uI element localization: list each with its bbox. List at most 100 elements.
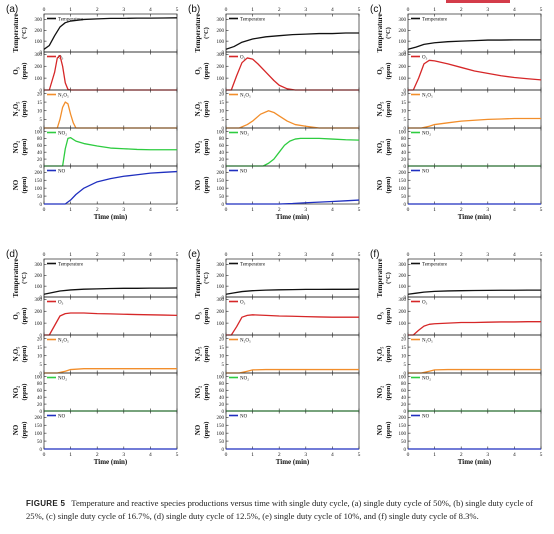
panel-c-no-y-tick-label: 0 [404,203,407,208]
panel-d-no2-y-tick-label: 40 [37,396,43,401]
panel-f-temp-y-tick-label: 300 [399,263,407,268]
panel-c-no-yunit: (ppm) [385,177,392,194]
panel-a-no-y-tick-label: 150 [35,179,43,184]
panel-a-label: (a) [6,4,18,15]
panel-f-n2o5-y-tick-label: 0 [404,372,407,377]
panel-a-top-tick-label: 1 [69,7,72,13]
panel-d-o3-y-tick-label: 0 [40,334,43,339]
panel-e-top-tick-label: 3 [304,252,307,258]
panel-c-top-tick-label: 2 [460,7,463,13]
panel-b-bottom-tick-label: 4 [331,207,334,213]
panel-e-no2-ylabel: NO₂ [194,386,202,399]
panel-f-no-yunit: (ppm) [385,422,392,439]
panel-f-o3-series-line [408,321,541,336]
panel-d-o3-frame [43,296,178,336]
panel-e-top-tick-label: 4 [331,252,334,258]
panel-b-top-tick-label: 3 [304,7,307,13]
panel-f-o3-y-tick-label: 0 [404,334,407,339]
panel-b-o3-yunit: (ppm) [203,63,210,80]
panel-d-n2o5-y-tick-label: 0 [40,372,43,377]
panel-c-o3-y-tick-label: 200 [399,65,407,70]
panel-f-bottom-tick-label: 4 [513,452,516,458]
panel-d-bottom-tick-label: 5 [176,452,179,458]
panel-b-n2o5-series-line [226,110,359,129]
panel-f-temp-legend-label: Temperature [422,262,448,267]
panel-e-top-tick-label: 5 [358,252,361,258]
panel-e-temp-series-line [225,288,360,295]
panel-f-no-legend-label: NO [422,414,430,419]
panel-e-o3-legend-label: O₃ [240,300,246,305]
panel-e-no-ylabel: NO [194,424,202,435]
panel-d-xlabel: Time (min) [94,458,128,466]
panel-d-n2o5-y-tick-label: 5 [40,363,43,368]
panel-b-no-y-tick-label: 0 [222,203,225,208]
panel-e-no-y-tick-label: 0 [222,448,225,453]
panel-c-no2-y-tick-label: 80 [401,137,407,142]
panel-a-o3-yunit: (ppm) [21,63,28,80]
panel-b-temp-y-tick-label: 200 [217,29,225,34]
panel-a-temp-legend-label: Temperature [58,17,84,22]
panel-d-top-tick-label: 0 [43,252,46,258]
panel-a-o3-y-tick-label: 0 [40,89,43,94]
panel-a-n2o5-series-line [44,101,177,129]
panel-a-no2-y-tick-label: 40 [37,151,43,156]
panel-e-temp-y-tick-label: 200 [217,274,225,279]
panel-e-no2-y-tick-label: 80 [219,382,225,387]
panel-e-no2-y-tick-label: 40 [219,396,225,401]
panel-c-bottom-tick-label: 1 [433,207,436,213]
panel-d-no2-ylabel: NO₂ [12,386,20,399]
panel-d-bottom-tick-label: 2 [96,452,99,458]
panel-f-no2-y-tick-label: 60 [401,389,407,394]
panel-d-no-y-tick-label: 100 [35,432,43,437]
panel-d-o3-y-tick-label: 300 [35,298,43,303]
header-accent-bar [446,0,510,3]
panel-c-no-y-tick-label: 150 [399,179,407,184]
panel-e-top-tick-label: 0 [225,252,228,258]
panel-e-n2o5-ylabel: N₂O₅ [194,347,202,362]
panel-b-no-y-tick-label: 50 [219,195,225,200]
panel-a-o3-ylabel: O₃ [12,67,20,75]
panel-b-temp-ylabel: Temperature [194,14,202,53]
panel-c-n2o5-legend-label: N₂O₅ [422,93,433,98]
panel-b-no2-y-tick-label: 60 [219,144,225,149]
panel-f-no-y-tick-label: 200 [399,416,407,421]
panel-c-top-tick-label: 4 [513,7,516,13]
panel-a-no-legend-label: NO [58,169,66,174]
panel-d-label: (d) [6,249,18,260]
panel-e-bottom-tick-label: 2 [278,452,281,458]
panel-f-bottom-tick-label: 3 [486,452,489,458]
panel-f-o3-legend-label: O₃ [422,300,428,305]
panel-c-bottom-tick-label: 4 [513,207,516,213]
panel-e-o3-y-tick-label: 0 [222,334,225,339]
panel-d-o3-yunit: (ppm) [21,308,28,325]
panel-d-n2o5-legend-label: N₂O₅ [58,338,69,343]
panel-c-temp-ylabel: Temperature [376,14,384,53]
panel-f-n2o5-series-line [408,368,541,374]
panel-b-n2o5-yunit: (ppm) [203,101,210,118]
panel-a-no-series-line [44,170,178,205]
panel-b-o3-y-tick-label: 0 [222,89,225,94]
panel-a-temp-y-tick-label: 100 [35,40,43,45]
panel-c-temp-yunit: (°C) [385,27,392,39]
panel-b-o3-ylabel: O₃ [194,67,202,75]
panel-d-bottom-tick-label: 4 [149,452,152,458]
panel-e-temp-yunit: (°C) [203,272,210,284]
panel-e-no2-y-tick-label: 0 [222,410,225,415]
panel-e-n2o5-y-tick-label: 20 [219,337,225,342]
panel-a-top-tick-label: 2 [96,7,99,13]
panel-b-temp-series-line [225,32,359,50]
panel-f-bottom-tick-label: 0 [407,452,410,458]
panel-c-n2o5-yunit: (ppm) [385,101,392,118]
panel-a-no2-legend-label: NO₂ [58,131,67,136]
panel-c-no2-y-tick-label: 40 [401,151,407,156]
panel-a-top-tick-label: 4 [149,7,152,13]
panel-f-top-tick-label: 1 [433,252,436,258]
panel-e-o3-y-tick-label: 100 [217,322,225,327]
panel-d-o3-series-line [44,312,178,336]
panel-f-temp-series-line [407,289,541,295]
panel-f-n2o5-ylabel: N₂O₅ [376,347,384,362]
panel-c-n2o5-y-tick-label: 15 [401,101,407,106]
panel-d-temp-yunit: (°C) [21,272,28,284]
panel-f-n2o5-y-tick-label: 15 [401,346,407,351]
panel-c-n2o5-y-tick-label: 5 [404,118,407,123]
